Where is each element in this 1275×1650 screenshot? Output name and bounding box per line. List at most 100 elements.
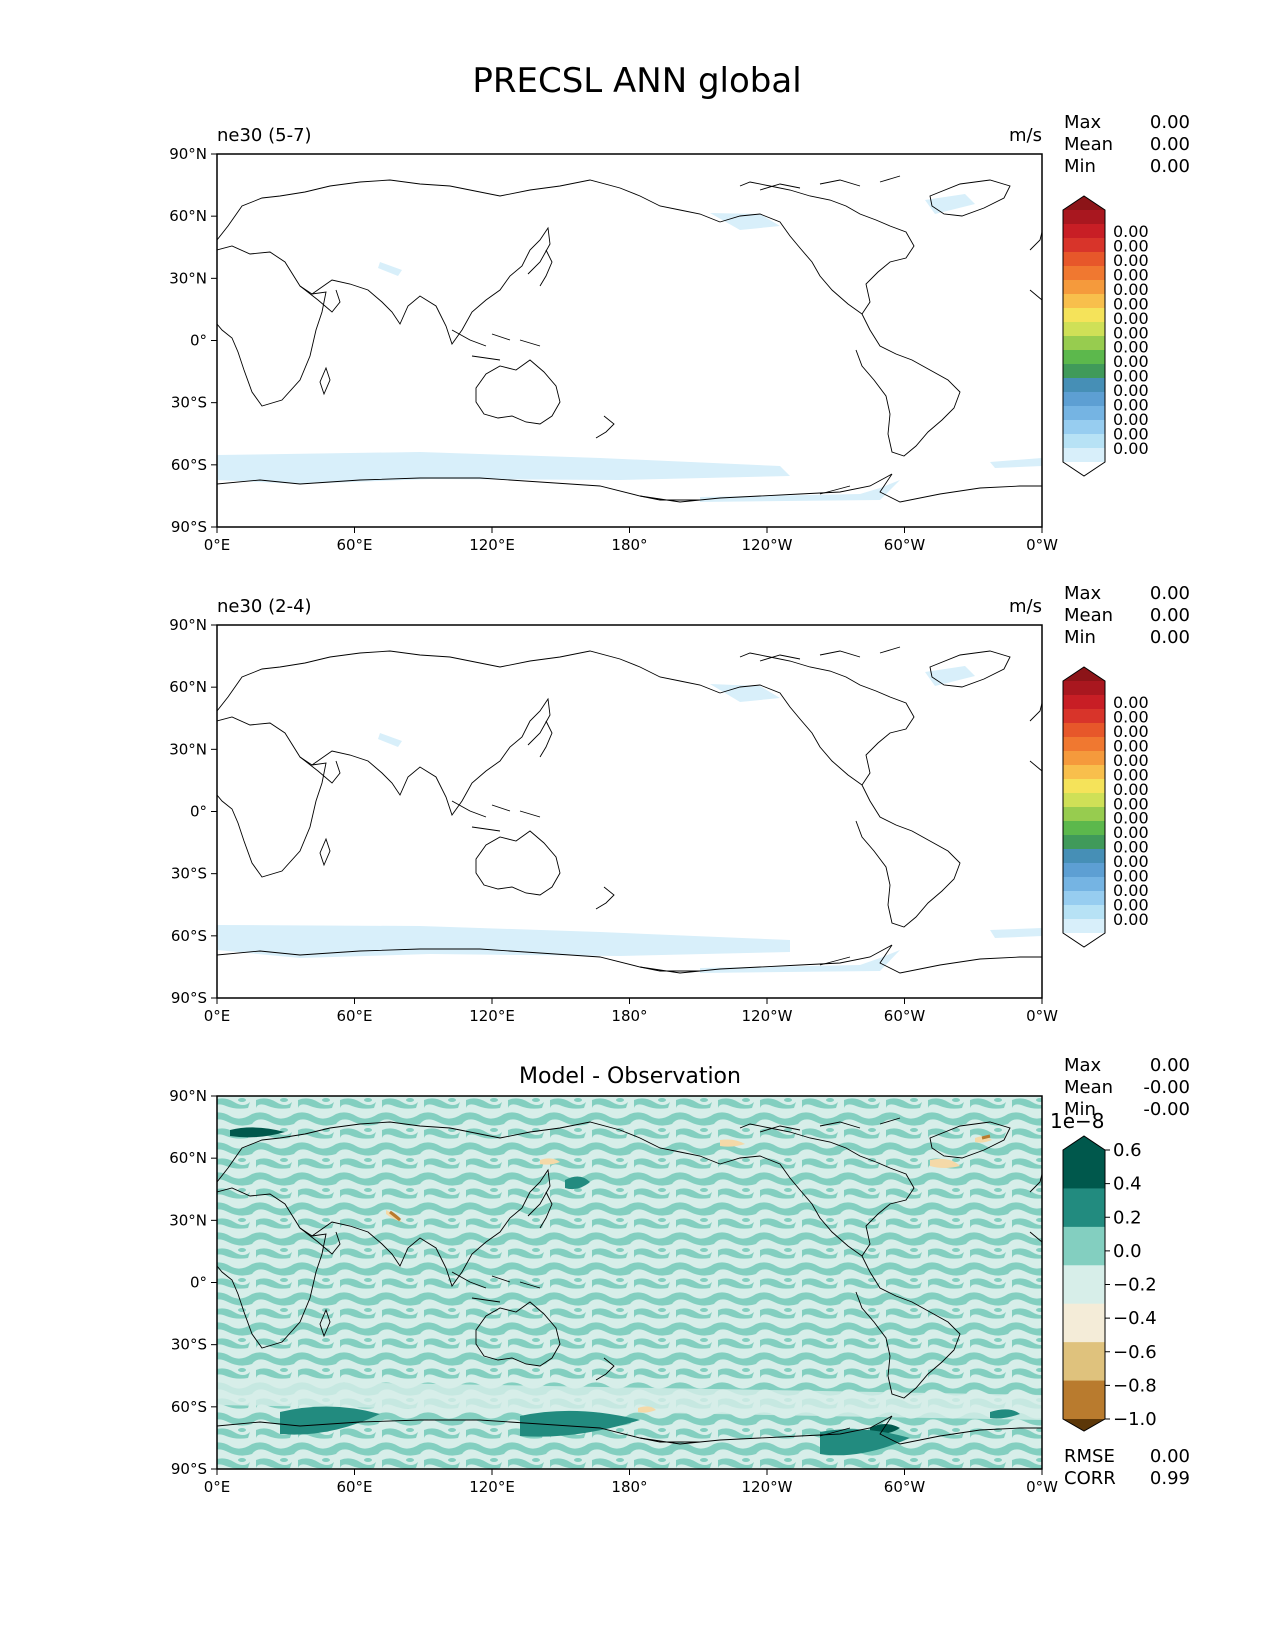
panel-2-lon-tick-label: 0°W xyxy=(1026,1007,1058,1025)
panel-3-colorbar: 1e−8 0.6 0.4 0.2 0.0 −0.2 −0.4 −0.6 −0.8 −1.0 xyxy=(1050,1109,1157,1432)
panel-1-lon-tick-label: 0°W xyxy=(1026,536,1058,554)
colorbar-segment xyxy=(1063,336,1105,351)
colorbar-segment xyxy=(1063,364,1105,379)
panel-2-colorbar-label: 0.00 xyxy=(1113,809,1149,828)
colorbar-outline xyxy=(1062,666,1106,948)
panel-1-colorbar-label: 0.00 xyxy=(1113,309,1149,328)
panel-3-lat-tick-label: 0° xyxy=(190,1274,207,1292)
colorbar-segment xyxy=(1063,821,1105,836)
panel-2-colorbar-label: 0.00 xyxy=(1113,693,1149,712)
panel-1-colorbar-label: 0.00 xyxy=(1113,396,1149,415)
panel-2-stat-value-min: 0.00 xyxy=(1150,627,1190,648)
panel-1: ne30 (5-7) m/s xyxy=(216,125,1043,528)
colorbar-segment xyxy=(1063,406,1105,421)
colorbar-segment xyxy=(1063,266,1105,281)
panel-2-colorbar-label: 0.00 xyxy=(1113,852,1149,871)
panel-2-colorbar-label: 0.00 xyxy=(1113,736,1149,755)
panel-1-lat-tick-label: 0° xyxy=(190,332,207,350)
colorbar-segment xyxy=(1063,308,1105,323)
colorbar-segment xyxy=(1063,1380,1105,1420)
panel-1-lon-tick-label: 120°E xyxy=(469,536,515,554)
panel-1-colorbar-label: 0.00 xyxy=(1113,352,1149,371)
panel-3-light-band xyxy=(217,1380,1042,1420)
panel-1-colorbar-label: 0.00 xyxy=(1113,425,1149,444)
colorbar-segment xyxy=(1063,378,1105,393)
panel-2-map xyxy=(217,625,1042,998)
colorbar-segment xyxy=(1063,434,1105,449)
colorbar-segment xyxy=(1063,1303,1105,1343)
panel-1-lat-tick-label: 90°S xyxy=(171,518,207,536)
colorbar-segment xyxy=(1063,723,1105,738)
panel-2-lon-tick-label: 60°E xyxy=(336,1007,372,1025)
panel-1-left-title: ne30 (5-7) xyxy=(217,125,312,146)
panel-3-negative xyxy=(386,1136,992,1413)
panel-3-colorbar-exponent: 1e−8 xyxy=(1050,1109,1105,1133)
panel-3-colorbar-label: 0.4 xyxy=(1113,1174,1142,1195)
panel-1-precip-band-south xyxy=(217,452,790,484)
colorbar-segment xyxy=(1063,1265,1105,1305)
panel-3-lat-tick-label: 90°N xyxy=(169,1087,207,1105)
panel-1-stat-value-min: 0.00 xyxy=(1150,156,1190,177)
panel-2-stat-label-min: Min xyxy=(1064,627,1096,648)
colorbar-segment xyxy=(1063,779,1105,794)
panel-2-colorbar-label: 0.00 xyxy=(1113,896,1149,915)
colorbar-segment xyxy=(1063,751,1105,766)
panel-1-lat-tick-label: 90°N xyxy=(169,145,207,163)
axes-layer: 0°E 60°E 120°E 180° 120°W 60°W 0°W 90°N 60°N 30°N… xyxy=(169,145,1058,1496)
panel-3-colorbar-label: −0.2 xyxy=(1113,1275,1157,1296)
colorbar-outline xyxy=(1062,195,1106,477)
colorbar-segment xyxy=(1063,863,1105,878)
panel-2-lat-tick-label: 90°S xyxy=(171,989,207,1007)
colorbar-segment xyxy=(1063,238,1105,253)
panel-2-colorbar-label: 0.00 xyxy=(1113,765,1149,784)
panel-2-colorbar-label: 0.00 xyxy=(1113,780,1149,799)
panel-3-stat-label-corr: CORR xyxy=(1064,1468,1116,1489)
colorbar-segment xyxy=(1063,737,1105,752)
panel-3-lat-tick-label: 30°N xyxy=(169,1211,207,1229)
panel-2-lon-tick-label: 60°W xyxy=(884,1007,926,1025)
panel-3-colorbar-label: −0.6 xyxy=(1113,1342,1157,1363)
panel-3-colorbar-label: 0.6 xyxy=(1113,1140,1142,1161)
colorbar-segment xyxy=(1063,695,1105,710)
colorbar-segment xyxy=(1063,1342,1105,1382)
panel-3-lon-tick-label: 0°E xyxy=(204,1478,231,1496)
colorbar-segment xyxy=(1063,793,1105,808)
panel-2-lat-tick-label: 60°S xyxy=(171,927,207,945)
colorbar-segment xyxy=(1063,849,1105,864)
panel-2: ne30 (2-4) m/s xyxy=(216,596,1043,999)
panel-3-lat-tick-label: 60°S xyxy=(171,1398,207,1416)
panel-3-stat-value-min: -0.00 xyxy=(1143,1099,1190,1120)
panel-2-lon-tick-label: 0°E xyxy=(204,1007,231,1025)
panel-2-colorbar-label: 0.00 xyxy=(1113,823,1149,842)
colorbar-segment xyxy=(1063,905,1105,920)
panel-2-lon-tick-label: 120°E xyxy=(469,1007,515,1025)
panel-1-lat-tick-label: 60°N xyxy=(169,207,207,225)
panel-1-lat-tick-label: 60°S xyxy=(171,456,207,474)
panel-1-colorbar-label: 0.00 xyxy=(1113,294,1149,313)
colorbar-segment xyxy=(1063,280,1105,295)
colorbar-segment xyxy=(1063,294,1105,309)
colorbar-segment xyxy=(1063,835,1105,850)
panel-1-stat-label-max: Max xyxy=(1064,112,1102,133)
colorbar-segment xyxy=(1063,709,1105,724)
colorbar-segment xyxy=(1063,420,1105,435)
panel-3-lat-tick-label: 30°S xyxy=(171,1336,207,1354)
panel-3-lon-tick-label: 0°W xyxy=(1026,1478,1058,1496)
colorbar-segment xyxy=(1063,1150,1105,1189)
panel-3-stat-label-rmse: RMSE xyxy=(1064,1446,1115,1467)
panel-1-stat-label-min: Min xyxy=(1064,156,1096,177)
panel-1-colorbar-label: 0.00 xyxy=(1113,323,1149,342)
panel-3-stat-value-corr: 0.99 xyxy=(1150,1468,1190,1489)
panel-3-lon-tick-label: 60°W xyxy=(884,1478,926,1496)
panel-1-colorbar-label: 0.00 xyxy=(1113,280,1149,299)
panel-1-colorbar: 0.000.000.000.000.000.000.000.000.000.00… xyxy=(1062,195,1149,477)
colorbar-segment xyxy=(1063,392,1105,407)
panel-2-stat-value-mean: 0.00 xyxy=(1150,605,1190,626)
panel-1-stat-value-mean: 0.00 xyxy=(1150,134,1190,155)
panel-1-colorbar-label: 0.00 xyxy=(1113,439,1149,458)
colorbar-segment xyxy=(1063,350,1105,365)
colorbar-segment xyxy=(1063,877,1105,892)
panel-1-lon-tick-label: 60°E xyxy=(336,536,372,554)
panel-1-map xyxy=(217,154,1042,527)
